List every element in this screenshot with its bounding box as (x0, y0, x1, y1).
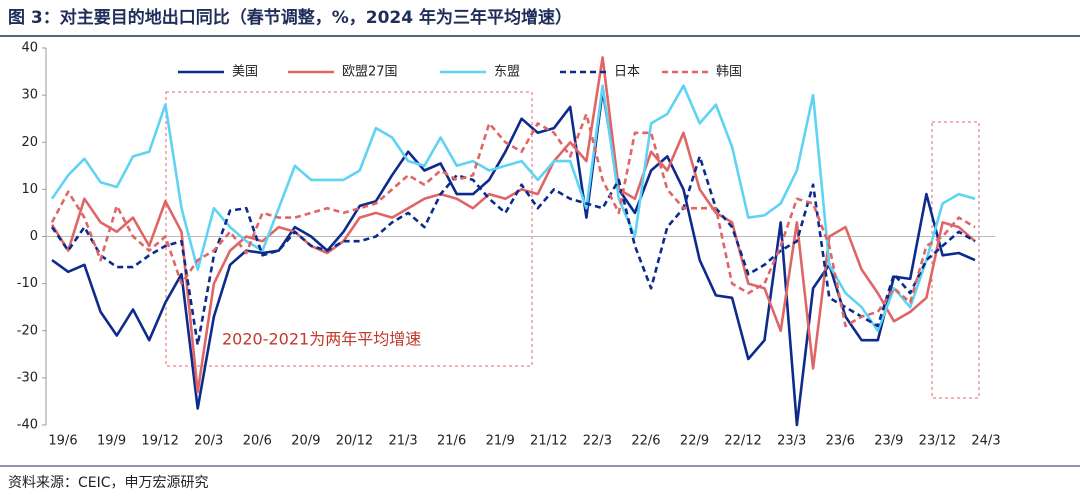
y-tick-label: -30 (17, 370, 38, 385)
series-line (50, 112, 976, 328)
y-tick-label: 40 (21, 41, 38, 56)
legend-label: 美国 (232, 65, 258, 80)
x-tick-label: 23/12 (919, 434, 956, 449)
annotation: 2020-2021为两年平均增速 (222, 330, 421, 349)
series-line (50, 155, 976, 347)
x-tick-label: 22/9 (680, 434, 709, 449)
x-tick-label: 21/3 (388, 434, 417, 449)
series-line (50, 84, 976, 333)
y-tick-label: -40 (17, 418, 38, 433)
x-tick-label: 20/12 (336, 434, 373, 449)
series-line (50, 56, 976, 394)
series-line (51, 89, 976, 427)
x-tick-label: 23/6 (826, 434, 855, 449)
x-tick-label: 21/12 (530, 434, 567, 449)
x-tick-label: 20/6 (243, 434, 272, 449)
x-tick-label: 21/6 (437, 434, 466, 449)
x-tick-label: 19/12 (141, 434, 178, 449)
y-tick-label: 0 (30, 229, 38, 244)
legend-label: 东盟 (494, 65, 520, 80)
x-tick-label: 20/9 (291, 434, 320, 449)
x-tick-label: 22/3 (583, 434, 612, 449)
legend-label: 韩国 (716, 65, 742, 80)
highlight-box (165, 91, 533, 367)
legend-label: 日本 (614, 65, 640, 80)
x-tick-label: 21/9 (486, 434, 515, 449)
y-tick-label: -20 (17, 323, 38, 338)
x-tick-label: 22/6 (631, 434, 660, 449)
legend-label: 欧盟27国 (342, 65, 398, 80)
chart-title: 图 3：对主要目的地出口同比（春节调整，%，2024 年为三年平均增速） (8, 7, 572, 28)
y-tick-label: 10 (21, 182, 38, 197)
x-tick-label: 22/12 (724, 434, 761, 449)
x-tick-label: 19/9 (97, 434, 126, 449)
y-tick-label: 20 (21, 135, 38, 150)
x-tick-label: 23/9 (874, 434, 903, 449)
x-tick-label: 20/3 (194, 434, 223, 449)
x-tick-label: 19/6 (48, 434, 77, 449)
y-tick-label: -10 (17, 276, 38, 291)
x-tick-label: 23/3 (777, 434, 806, 449)
source: 资料来源：CEIC，申万宏源研究 (8, 475, 209, 491)
y-tick-label: 30 (21, 88, 38, 103)
x-tick-label: 24/3 (971, 434, 1000, 449)
